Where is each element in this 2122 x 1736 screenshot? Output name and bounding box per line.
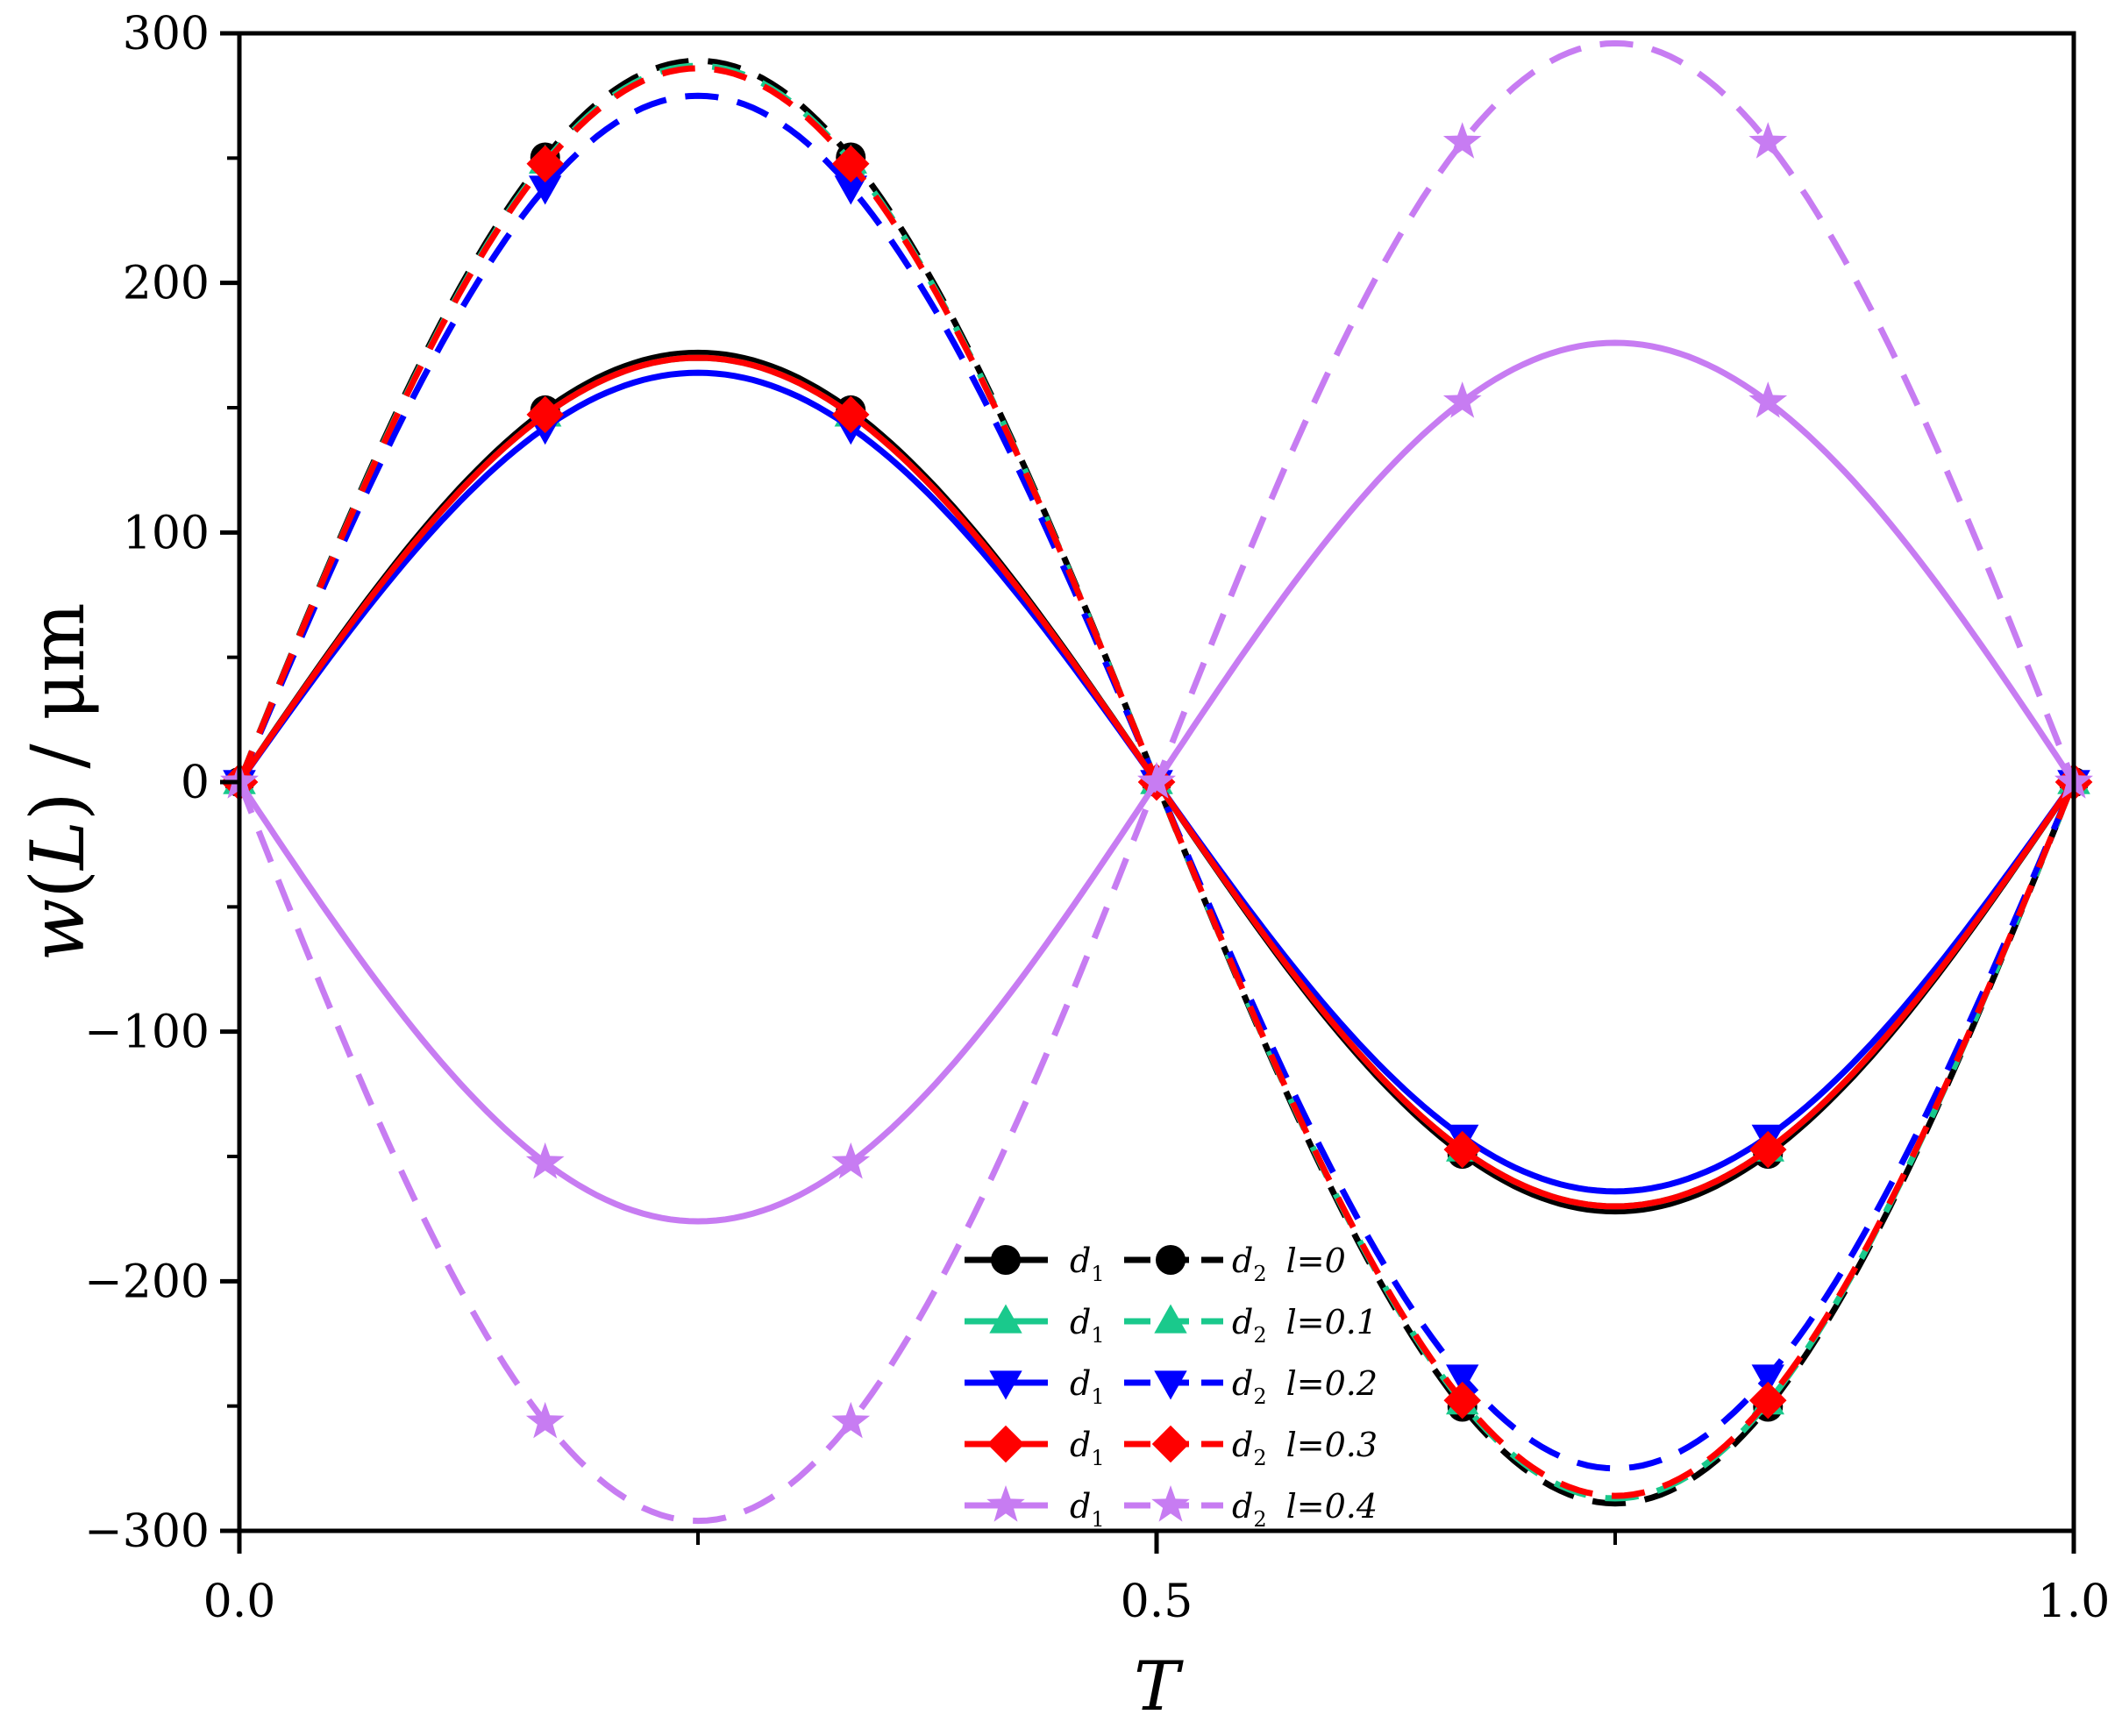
legend-label: d1: [1070, 1426, 1105, 1470]
legend-label: d1: [1070, 1487, 1105, 1532]
marker-d2-l-0-3-5: [1749, 1381, 1787, 1419]
legend-label: d2 l=0.4: [1232, 1487, 1378, 1532]
legend-label: d2 l=0: [1232, 1242, 1346, 1286]
legend-label: d2 l=0.1: [1232, 1303, 1378, 1348]
y-tick-label: −300: [84, 1505, 210, 1558]
y-tick-label: 100: [123, 507, 210, 559]
legend-marker: [991, 1245, 1021, 1275]
marker-d2-l-0-2-5: [1751, 1364, 1784, 1394]
marker-d2-l-0-2-1: [529, 175, 562, 205]
marker-d2-l-0-4-5: [1748, 122, 1788, 159]
marker-d1-l-0-4-4: [1442, 381, 1482, 418]
y-tick-label: 200: [123, 258, 210, 310]
marker-d2-l-0-4-3: [1137, 762, 1176, 799]
legend-marker: [989, 1370, 1022, 1400]
legend-marker: [1154, 1370, 1187, 1400]
marker-d2-l-0-2-4: [1446, 1364, 1479, 1394]
y-tick-label: −200: [84, 1256, 210, 1308]
legend-marker: [986, 1485, 1025, 1522]
legend-marker: [1156, 1245, 1186, 1275]
marker-d1-l-0-4-1: [525, 1142, 565, 1179]
legend-label: d1: [1070, 1364, 1105, 1409]
marker-d2-l-0-3-4: [1443, 1381, 1481, 1419]
legend-marker: [989, 1304, 1022, 1334]
marker-d2-l-0-2-2: [834, 175, 867, 205]
marker-d1-l-0-4-2: [831, 1142, 871, 1179]
y-axis-title: w(L) / μm: [15, 602, 101, 961]
marker-d1-l-0-3-5: [1749, 1130, 1787, 1169]
legend-marker: [986, 1425, 1025, 1463]
y-tick-label: 300: [123, 8, 210, 60]
x-tick-label: 0.0: [203, 1576, 276, 1628]
marker-d1-l-0-3-4: [1443, 1130, 1481, 1169]
marker-d1-l-0-3-1: [526, 395, 564, 434]
marker-d2-l-0-4-2: [831, 1401, 871, 1439]
x-tick-label: 1.0: [2038, 1576, 2111, 1628]
marker-d2-l-0-3-2: [832, 145, 870, 183]
marker-d1-l-0-3-2: [832, 395, 870, 434]
legend-marker: [1154, 1304, 1187, 1334]
legend-label: d2 l=0.3: [1232, 1426, 1378, 1470]
marker-d1-l-0-4-5: [1748, 381, 1788, 418]
series-layer: [220, 39, 2093, 1525]
y-tick-label: 0: [181, 757, 210, 809]
y-tick-label: −100: [84, 1007, 210, 1059]
legend-marker: [1151, 1485, 1190, 1522]
x-axis-title: T: [1134, 1647, 1184, 1726]
marker-d2-l-0-3-1: [526, 145, 564, 183]
legend-label: d1: [1070, 1242, 1105, 1286]
legend: d1 d2 l=0 d1 d2 l=0.1 d1 d2 l=0.2 d1 d2 l=0.3 d1 d2 l=…: [965, 1242, 1378, 1532]
marker-d2-l-0-4-1: [525, 1401, 565, 1439]
marker-d2-l-0-4-4: [1442, 122, 1482, 159]
legend-label: d1: [1070, 1303, 1105, 1348]
x-tick-label: 0.5: [1121, 1576, 1193, 1628]
legend-label: d2 l=0.2: [1232, 1364, 1378, 1409]
legend-marker: [1151, 1425, 1190, 1463]
axes-layer: 0.0 0.5 1.0 −300 −200 −100 0 100 200 300 Tw(L) / μ…: [15, 8, 2110, 1726]
